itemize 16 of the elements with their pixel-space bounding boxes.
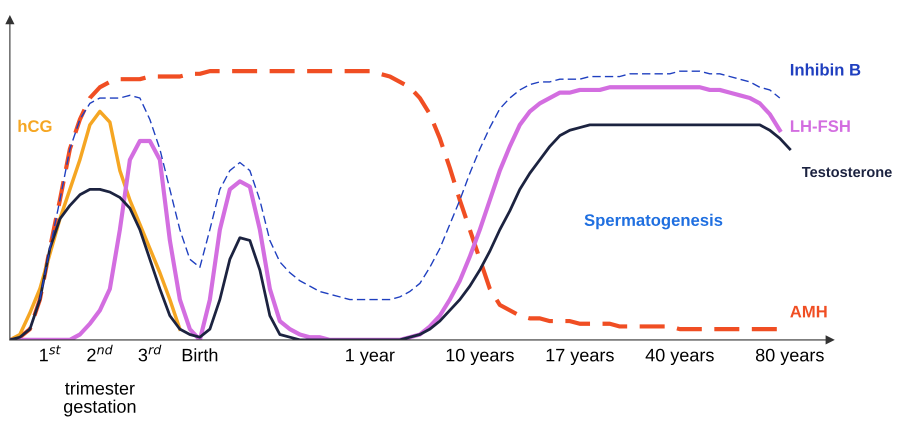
x-axis-title: trimester gestation	[64, 381, 136, 416]
x-tick-label: 17 years	[546, 348, 614, 366]
x-tick-label: 40 years	[646, 348, 714, 366]
x-tick-label: 1$^{st}$	[40, 345, 61, 362]
x-tick-label: 80 years	[756, 348, 824, 366]
text: hCG	[18, 120, 52, 132]
x-tick-label: Birth	[182, 348, 218, 362]
series-label: Testosterone	[802, 167, 892, 178]
x-tick-label: 2$^{nd}$	[87, 344, 113, 362]
series-label: AMH	[790, 306, 827, 318]
x-tick-label: 10 years	[446, 348, 514, 366]
series-label: Inhibin B	[790, 63, 860, 76]
annotation: Spermatogenesis	[584, 214, 722, 230]
x-tick-label: 3$^{rd}$	[138, 344, 162, 362]
x-tick-label: 1 year	[346, 348, 395, 366]
series-label: LH-FSH	[790, 120, 850, 132]
